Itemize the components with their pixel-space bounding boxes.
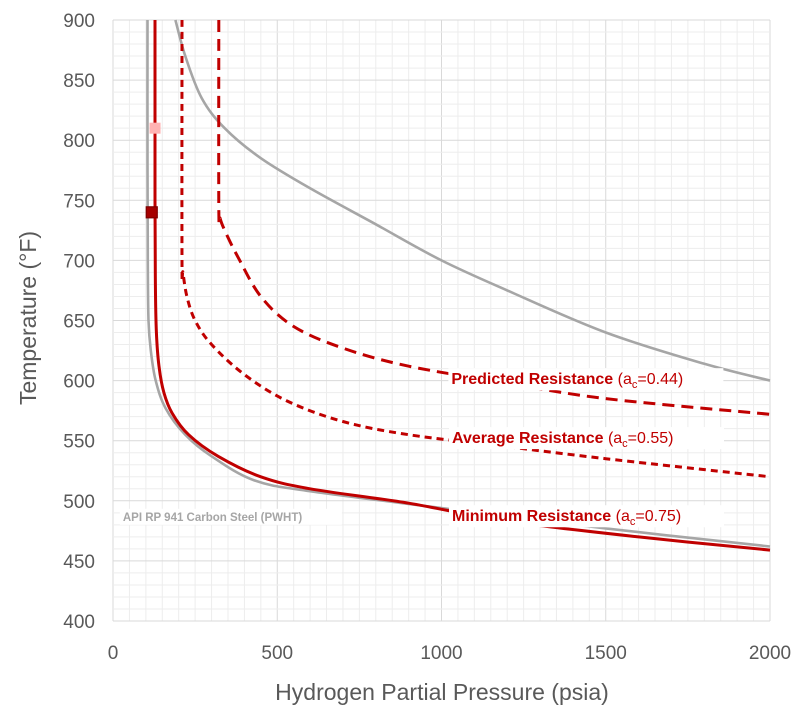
curve-label-name: Minimum Resistance (452, 508, 616, 525)
curve-label-value: =0.55) (628, 430, 674, 447)
curve-label-sub: c (622, 438, 628, 450)
y-tick-label: 900 (63, 11, 95, 32)
x-tick-label: 1500 (585, 643, 627, 664)
axes: 0 500 1000 1500 2000 400 450 500 550 600 650 700 750… (63, 11, 791, 664)
curve-label-value: =0.44) (637, 371, 683, 388)
data-markers (145, 122, 161, 219)
api-rp-941-label: API RP 941 Carbon Steel (PWHT) (123, 512, 303, 524)
y-tick-label: 750 (63, 191, 95, 212)
y-tick-label: 400 (63, 612, 95, 633)
y-tick-label: 800 (63, 131, 95, 152)
y-tick-label: 550 (63, 432, 95, 453)
curve-label-param: (a (618, 371, 632, 388)
curve-label: Average Resistance (ac=0.55) (452, 430, 673, 450)
series-line-predicted-resistance (217, 19, 771, 416)
grid (112, 19, 771, 622)
api-label-background (119, 508, 342, 525)
x-tick-label: 500 (261, 643, 293, 664)
series-line-api-rp-941-upper-curve (174, 19, 771, 382)
y-tick-label: 700 (63, 251, 95, 272)
curve-label: Predicted Resistance (ac=0.44) (451, 371, 683, 391)
curve-label-param: (a (608, 430, 622, 447)
curve-label-sub: c (630, 516, 636, 528)
x-axis-title: Hydrogen Partial Pressure (psia) (275, 679, 609, 705)
y-tick-label: 650 (63, 312, 95, 333)
y-tick-label: 450 (63, 552, 95, 573)
curve-label-background (449, 427, 725, 450)
curve-label-sub: c (632, 379, 638, 391)
x-tick-label: 2000 (749, 643, 791, 664)
y-tick-label: 600 (63, 372, 95, 393)
curve-label: Minimum Resistance (ac=0.75) (452, 508, 681, 528)
y-axis-title: Temperature (°F) (15, 231, 41, 405)
curve-label-background (449, 505, 725, 528)
x-tick-label: 1000 (420, 643, 462, 664)
curve-label-name: Predicted Resistance (451, 371, 617, 388)
curve-label-name: Average Resistance (452, 430, 608, 447)
data-marker (149, 122, 161, 134)
series-line-minimum-resistance (153, 20, 771, 552)
curve-label-background (448, 368, 724, 391)
data-marker (145, 206, 158, 219)
curve-label-value: =0.75) (635, 508, 681, 525)
series-lines (146, 19, 771, 552)
y-tick-label: 850 (63, 71, 95, 92)
curve-labels: Predicted Resistance (ac=0.44)Average Re… (119, 368, 725, 528)
y-tick-label: 500 (63, 492, 95, 513)
curve-label-param: (a (616, 508, 630, 525)
x-tick-label: 0 (108, 643, 119, 664)
